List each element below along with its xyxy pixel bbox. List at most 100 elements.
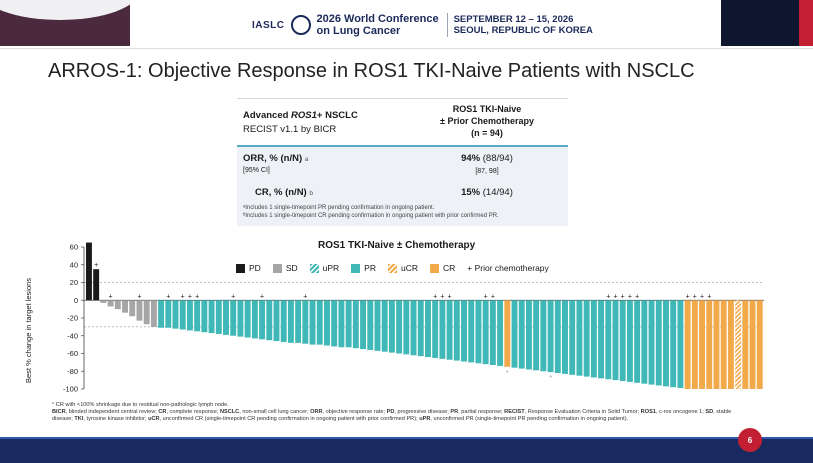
waterfall-bar (727, 300, 734, 389)
table-footnote-a: ᵃIncludes 1 single-timepoint PR pending … (243, 205, 435, 211)
waterfall-bar (453, 300, 460, 361)
prior-chemo-marker: + (231, 293, 235, 300)
waterfall-bar (648, 300, 655, 385)
waterfall-bar (619, 300, 626, 382)
footer-bar (0, 437, 813, 463)
waterfall-bar (186, 300, 193, 331)
waterfall-bar (540, 300, 547, 372)
prior-chemo-marker: + (686, 293, 690, 300)
conference-dates: SEPTEMBER 12 – 15, 2026 (453, 14, 574, 25)
waterfall-bar (273, 300, 280, 342)
response-table-header: Advanced ROS1+ NSCLC RECIST v1.1 by BICR… (237, 99, 568, 147)
legend-swatch-upr (309, 263, 319, 273)
waterfall-bar (172, 300, 179, 329)
prior-chemo-marker: + (491, 293, 495, 300)
waterfall-bar (417, 300, 424, 357)
footnote-degree: ° CR with <100% shrinkage due to residua… (52, 402, 229, 408)
y-tick-label: -80 (67, 367, 78, 376)
waterfall-bar (547, 300, 554, 373)
waterfall-bar (583, 300, 590, 377)
orr-ci-value: [87, 98] (475, 168, 499, 175)
waterfall-legend: PD SD uPR PR uCR CR + Prior chemotherapy (236, 263, 549, 273)
iaslc-logo: IASLC (252, 19, 285, 31)
waterfall-bar (554, 300, 561, 374)
cr-label: CR, % (n/N) b (255, 187, 313, 198)
waterfall-bar (425, 300, 431, 358)
prior-chemo-marker: + (707, 293, 711, 300)
waterfall-bar (410, 300, 417, 356)
degree-marker: ° (549, 376, 552, 382)
conference-name: 2026 World Conference on Lung Cancer (317, 13, 448, 37)
waterfall-bar (533, 300, 540, 371)
prior-chemo-marker: + (484, 293, 488, 300)
waterfall-bar (439, 300, 446, 359)
waterfall-bar (165, 300, 172, 328)
waterfall-bar (215, 300, 222, 334)
y-tick-label: 0 (74, 296, 78, 305)
legend-item-ucr: uCR (387, 263, 418, 273)
waterfall-bar (316, 300, 323, 345)
waterfall-bar (525, 300, 532, 370)
y-tick-label: -20 (67, 314, 78, 323)
orr-value: 94% (88/94) (461, 153, 513, 164)
response-table: Advanced ROS1+ NSCLC RECIST v1.1 by BICR… (237, 98, 568, 226)
table-header-cohort: ROS1 TKI-Naive ± Prior Chemotherapy (n =… (440, 104, 534, 138)
waterfall-bar (749, 300, 756, 389)
legend-item-pr: PR (351, 263, 376, 273)
waterfall-bar (107, 300, 114, 307)
cr-value: 15% (14/94) (461, 187, 513, 198)
waterfall-bar (374, 300, 381, 351)
prior-chemo-marker: + (181, 293, 185, 300)
waterfall-bar (461, 300, 467, 362)
waterfall-bar (114, 300, 121, 310)
waterfall-bar (244, 300, 251, 338)
waterfall-bar (158, 300, 165, 328)
waterfall-bar (590, 300, 597, 378)
waterfall-bar (280, 300, 287, 342)
y-tick-label: -40 (67, 331, 78, 340)
waterfall-bar (338, 300, 345, 348)
waterfall-bar (677, 300, 684, 389)
conference-name-line1: 2026 World Conference (316, 13, 439, 25)
prior-chemo-marker: + (260, 293, 264, 300)
legend-swatch-ucr (387, 263, 397, 273)
y-tick-label: 20 (70, 278, 78, 287)
prior-chemo-marker: + (440, 293, 444, 300)
waterfall-bar (756, 300, 763, 389)
waterfall-bar (489, 300, 496, 366)
waterfall-bar (129, 300, 136, 317)
waterfall-bar (237, 300, 244, 337)
conference-date: SEPTEMBER 12 – 15, 2026 SEOUL, REPUBLIC … (454, 14, 593, 36)
waterfall-bar (446, 300, 453, 360)
degree-marker: ° (506, 371, 509, 377)
waterfall-ylabel: Best % change in target lesions (24, 277, 33, 383)
waterfall-bar (266, 300, 273, 341)
waterfall-bar (388, 300, 395, 353)
prior-chemo-marker: + (613, 293, 617, 300)
waterfall-bar (309, 300, 316, 345)
waterfall-bar (699, 300, 705, 389)
waterfall-bar (179, 300, 186, 330)
legend-item-pd: PD (236, 263, 261, 273)
prior-chemo-marker: + (628, 293, 632, 300)
waterfall-bar (345, 300, 352, 348)
waterfall-bar (150, 300, 157, 327)
waterfall-bar (223, 300, 229, 335)
legend-item-upr: uPR (309, 263, 339, 273)
footnote-abbreviations: BICR, blinded independent central review… (52, 409, 732, 422)
waterfall-bar (742, 300, 749, 389)
waterfall-bar (518, 300, 525, 369)
waterfall-bar (605, 300, 612, 380)
conference-branding: IASLC 2026 World Conference on Lung Canc… (252, 10, 593, 40)
waterfall-bar (100, 300, 107, 303)
table-footnote-b: ᵇIncludes 1 single-timepoint CR pending … (243, 213, 499, 219)
y-tick-label: -60 (67, 349, 78, 358)
waterfall-bar (331, 300, 338, 347)
waterfall-title: ROS1 TKI-Naive ± Chemotherapy (318, 240, 476, 251)
table-header-population: Advanced ROS1+ NSCLC RECIST v1.1 by BICR (243, 109, 358, 137)
conference-name-line2: on Lung Cancer (316, 25, 401, 37)
prior-chemo-marker: + (621, 293, 625, 300)
legend-swatch-cr (430, 263, 439, 273)
waterfall-bar (208, 300, 215, 334)
legend-swatch-sd (272, 263, 282, 273)
